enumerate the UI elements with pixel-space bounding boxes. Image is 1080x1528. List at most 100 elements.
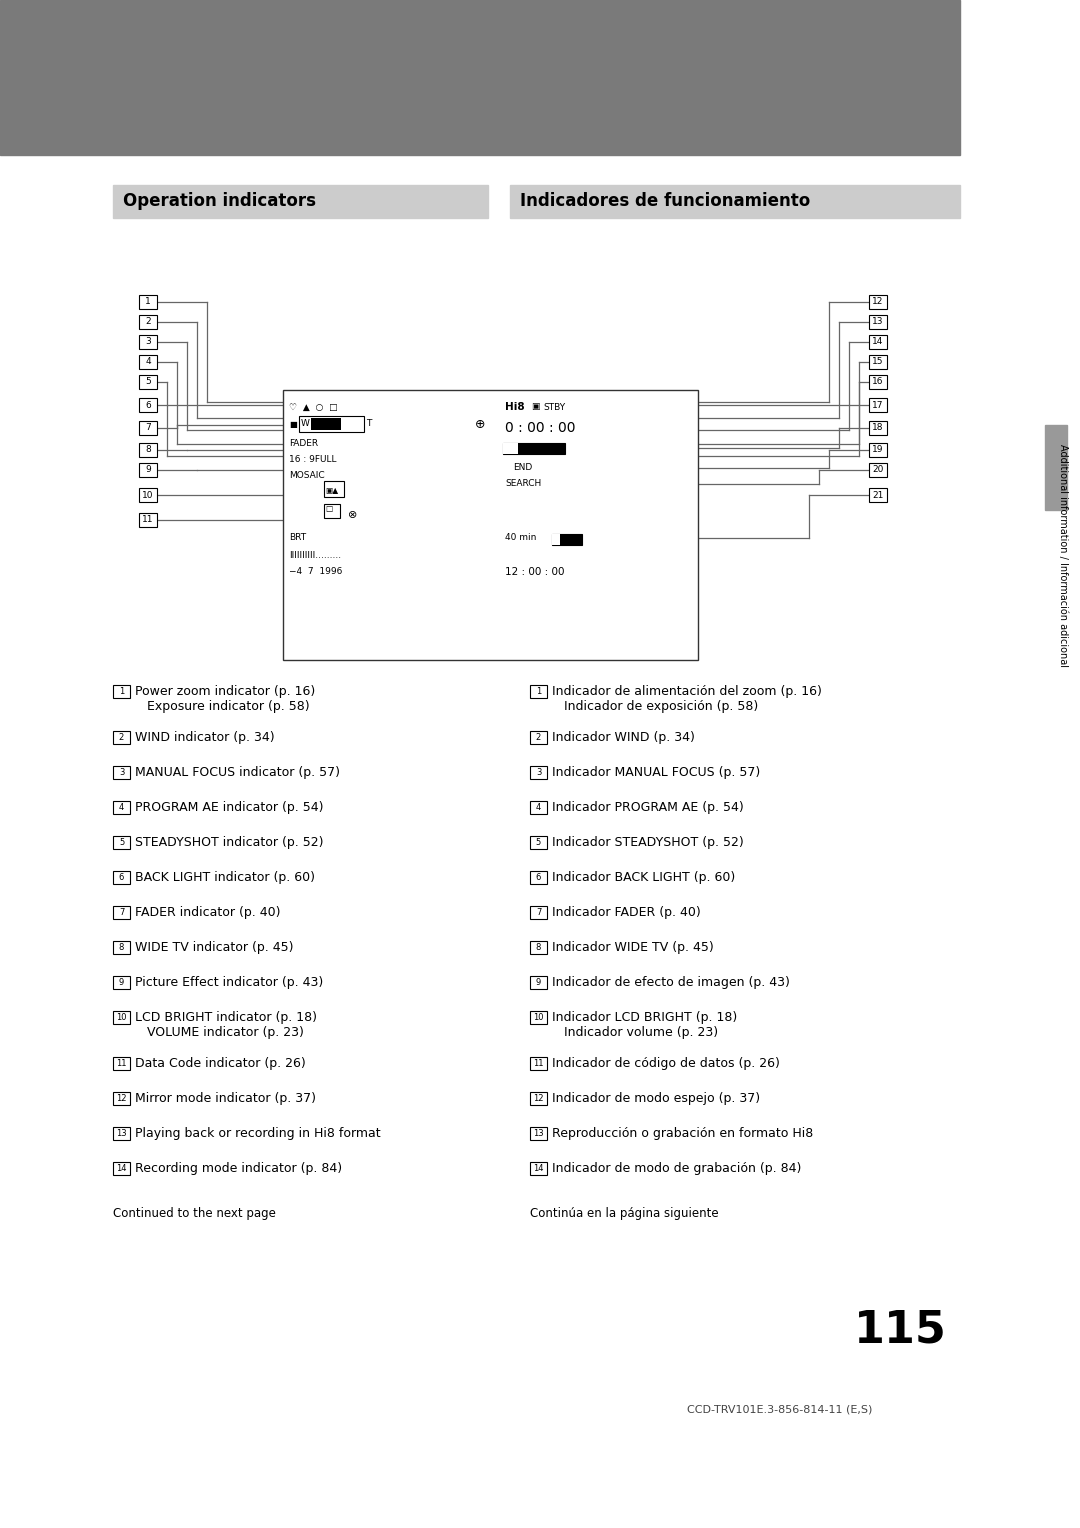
- Bar: [869, 374, 887, 390]
- Text: 5: 5: [119, 837, 124, 847]
- Bar: [0, 0, 960, 154]
- Bar: [113, 730, 130, 744]
- Text: 9: 9: [145, 466, 151, 475]
- Text: 14: 14: [534, 1164, 543, 1174]
- Bar: [869, 354, 887, 368]
- Bar: [324, 504, 340, 518]
- Bar: [113, 1057, 130, 1070]
- Bar: [139, 315, 157, 329]
- Text: 1: 1: [145, 298, 151, 307]
- Text: 10: 10: [143, 490, 153, 500]
- Bar: [113, 1012, 130, 1024]
- Bar: [869, 487, 887, 503]
- Text: Indicador WIND (p. 34): Indicador WIND (p. 34): [552, 730, 694, 744]
- Text: ⊕: ⊕: [475, 417, 486, 431]
- Text: 13: 13: [873, 318, 883, 327]
- Text: STBY: STBY: [543, 402, 565, 411]
- Text: 16: 16: [873, 377, 883, 387]
- Bar: [139, 487, 157, 503]
- Bar: [139, 397, 157, 413]
- Bar: [530, 906, 546, 918]
- Text: 9: 9: [119, 978, 124, 987]
- Text: 14: 14: [873, 338, 883, 347]
- Text: Playing back or recording in Hi8 format: Playing back or recording in Hi8 format: [135, 1128, 380, 1140]
- Text: 10: 10: [117, 1013, 126, 1022]
- Text: IIIIIIIIII.........: IIIIIIIIII.........: [289, 550, 341, 559]
- Text: 9: 9: [536, 978, 541, 987]
- Text: ▣: ▣: [531, 402, 540, 411]
- Text: 2: 2: [145, 318, 151, 327]
- Text: Reproducción o grabación en formato Hi8: Reproducción o grabación en formato Hi8: [552, 1128, 813, 1140]
- Bar: [139, 295, 157, 309]
- Text: FADER: FADER: [289, 439, 319, 448]
- Bar: [530, 1128, 546, 1140]
- Text: 0 : 00 : 00: 0 : 00 : 00: [505, 422, 576, 435]
- Text: 3: 3: [145, 338, 151, 347]
- Bar: [530, 1093, 546, 1105]
- Bar: [113, 801, 130, 814]
- Text: LCD BRIGHT indicator (p. 18): LCD BRIGHT indicator (p. 18): [135, 1012, 318, 1024]
- Text: CCD-TRV101E.3-856-814-11 (E,S): CCD-TRV101E.3-856-814-11 (E,S): [687, 1406, 873, 1415]
- Bar: [503, 443, 518, 454]
- Text: MANUAL FOCUS indicator (p. 57): MANUAL FOCUS indicator (p. 57): [135, 766, 340, 779]
- Text: ♡  ▲  ○  □: ♡ ▲ ○ □: [289, 402, 338, 411]
- Text: Indicador de modo espejo (p. 37): Indicador de modo espejo (p. 37): [552, 1093, 760, 1105]
- Bar: [299, 416, 364, 432]
- Bar: [869, 422, 887, 435]
- Bar: [869, 443, 887, 457]
- Text: 2: 2: [119, 733, 124, 743]
- Bar: [113, 941, 130, 953]
- Text: 21: 21: [873, 490, 883, 500]
- Bar: [530, 976, 546, 989]
- Bar: [113, 766, 130, 779]
- Text: Power zoom indicator (p. 16): Power zoom indicator (p. 16): [135, 685, 315, 698]
- Text: 3: 3: [119, 769, 124, 778]
- Text: Indicadores de funcionamiento: Indicadores de funcionamiento: [519, 193, 810, 211]
- Text: 6: 6: [536, 872, 541, 882]
- Text: 8: 8: [145, 446, 151, 454]
- Text: 1: 1: [536, 688, 541, 695]
- Bar: [869, 463, 887, 477]
- Text: 4: 4: [536, 804, 541, 811]
- Text: PROGRAM AE indicator (p. 54): PROGRAM AE indicator (p. 54): [135, 801, 324, 814]
- Bar: [530, 1057, 546, 1070]
- Text: BACK LIGHT indicator (p. 60): BACK LIGHT indicator (p. 60): [135, 871, 315, 885]
- Text: 11: 11: [534, 1059, 543, 1068]
- Bar: [113, 1128, 130, 1140]
- Text: 19: 19: [873, 446, 883, 454]
- Bar: [530, 685, 546, 698]
- Text: T: T: [366, 420, 372, 428]
- Text: 20: 20: [873, 466, 883, 475]
- Text: 12: 12: [534, 1094, 543, 1103]
- Text: Indicador FADER (p. 40): Indicador FADER (p. 40): [552, 906, 701, 918]
- Bar: [1045, 425, 1067, 510]
- Text: Indicador de alimentación del zoom (p. 16): Indicador de alimentación del zoom (p. 1…: [552, 685, 822, 698]
- Text: 12: 12: [117, 1094, 126, 1103]
- Bar: [113, 836, 130, 850]
- Text: Hi8: Hi8: [505, 402, 525, 413]
- Bar: [324, 481, 345, 497]
- Bar: [139, 463, 157, 477]
- Text: ⊗: ⊗: [348, 510, 357, 520]
- Text: ▣▲: ▣▲: [325, 486, 338, 495]
- Text: 14: 14: [117, 1164, 126, 1174]
- Text: 1: 1: [119, 688, 124, 695]
- Bar: [530, 941, 546, 953]
- Text: 3: 3: [536, 769, 541, 778]
- Text: 4: 4: [145, 358, 151, 367]
- Text: Indicador volume (p. 23): Indicador volume (p. 23): [564, 1025, 718, 1039]
- Bar: [530, 801, 546, 814]
- Text: 5: 5: [145, 377, 151, 387]
- Bar: [139, 422, 157, 435]
- Bar: [530, 1012, 546, 1024]
- Text: Indicador LCD BRIGHT (p. 18): Indicador LCD BRIGHT (p. 18): [552, 1012, 738, 1024]
- Text: Indicador de modo de grabación (p. 84): Indicador de modo de grabación (p. 84): [552, 1161, 801, 1175]
- Text: Operation indicators: Operation indicators: [123, 193, 316, 211]
- Text: 16 : 9FULL: 16 : 9FULL: [289, 455, 337, 465]
- Bar: [552, 533, 561, 545]
- Bar: [113, 1161, 130, 1175]
- Bar: [113, 185, 488, 219]
- Text: □: □: [325, 504, 333, 512]
- Bar: [113, 871, 130, 885]
- Bar: [530, 836, 546, 850]
